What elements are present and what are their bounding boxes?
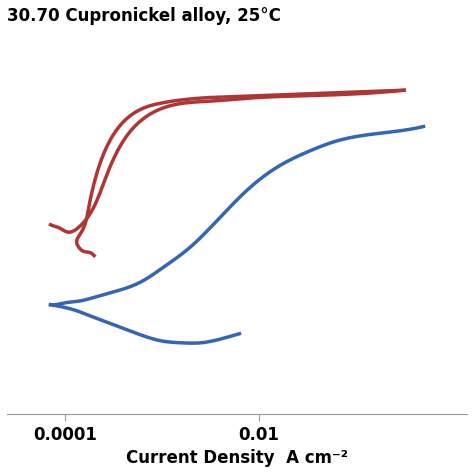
X-axis label: Current Density  A cm⁻²: Current Density A cm⁻² — [126, 449, 348, 467]
Text: 30.70 Cupronickel alloy, 25°C: 30.70 Cupronickel alloy, 25°C — [7, 7, 281, 25]
